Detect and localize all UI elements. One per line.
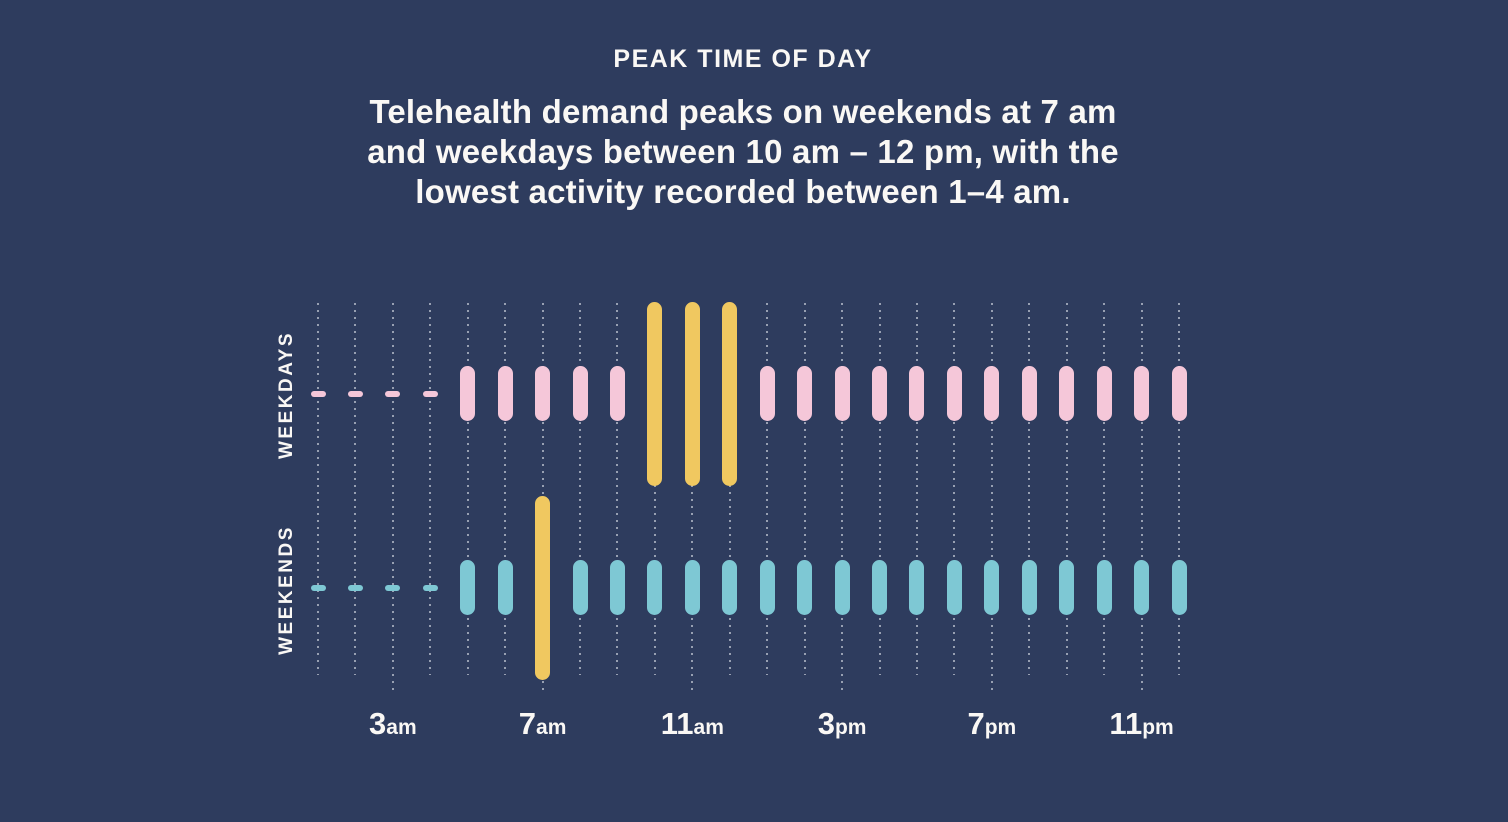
bar-weekdays-11pm	[1134, 366, 1150, 421]
bar-weekdays-1pm	[759, 366, 775, 421]
bar-weekends-4am	[422, 584, 438, 591]
gridline-8am	[579, 303, 582, 675]
bar-weekends-6pm	[946, 560, 962, 615]
bar-weekends-3pm	[834, 560, 850, 615]
x-axis-label-3am: 3am	[369, 706, 417, 742]
gridline-12pm	[728, 303, 731, 675]
x-axis-label-suffix: pm	[1142, 716, 1174, 739]
gridline-6pm	[953, 303, 956, 675]
bar-weekends-5pm	[909, 560, 925, 615]
bar-weekdays-5am	[460, 366, 476, 421]
gridline-2am	[354, 303, 357, 675]
bar-weekends-2pm	[797, 560, 813, 615]
bar-weekdays-10pm	[1096, 366, 1112, 421]
gridline-12am	[1178, 303, 1180, 675]
x-axis-label-7pm: 7pm	[967, 706, 1016, 742]
gridline-11am	[691, 303, 694, 695]
gridline-4pm	[878, 303, 881, 675]
gridline-1pm	[766, 303, 769, 675]
x-axis-label-number: 7	[518, 706, 537, 741]
bar-weekends-11pm	[1134, 560, 1150, 615]
gridline-5am	[466, 303, 469, 675]
x-axis-label-suffix: pm	[984, 716, 1017, 739]
bar-weekends-10am	[647, 560, 663, 615]
x-axis-label-suffix: am	[386, 716, 417, 739]
bar-weekends-1am	[310, 584, 326, 591]
x-axis-label-suffix: am	[536, 716, 567, 739]
bar-weekdays-2pm	[797, 366, 813, 421]
bar-weekdays-3am	[385, 390, 401, 397]
x-axis-label-number: 11	[1109, 706, 1143, 741]
gridline-9am	[616, 303, 619, 675]
bar-weekends-1pm	[759, 560, 775, 615]
gridline-1am	[317, 303, 319, 675]
bar-weekdays-6am	[497, 366, 513, 421]
gridline-5pm	[915, 303, 918, 675]
x-axis-label-7am: 7am	[519, 706, 567, 742]
gridline-9pm	[1065, 303, 1068, 675]
gridline-2pm	[803, 303, 806, 675]
x-axis-label-number: 3	[369, 706, 387, 741]
bar-weekends-10pm	[1096, 560, 1112, 615]
subtitle-line-2: and weekdays between 10 am – 12 pm, with…	[367, 133, 1119, 170]
x-axis-label-number: 11	[660, 706, 694, 741]
bar-weekends-9pm	[1059, 560, 1075, 615]
bar-weekdays-7pm	[984, 366, 1000, 421]
bar-weekends-8am	[572, 560, 588, 615]
bar-weekdays-1am	[310, 390, 326, 397]
bar-weekdays-10am	[647, 301, 663, 486]
bar-weekdays-8am	[572, 366, 588, 421]
gridline-11pm	[1140, 303, 1143, 695]
gridline-10pm	[1103, 303, 1106, 675]
bar-weekdays-6pm	[946, 366, 962, 421]
x-axis-label-number: 3	[817, 706, 835, 741]
bar-weekdays-7am	[535, 366, 551, 421]
bar-weekdays-8pm	[1021, 366, 1037, 421]
bar-weekends-9am	[609, 560, 625, 615]
bar-weekends-7am	[535, 495, 551, 680]
bar-weekends-7pm	[984, 560, 1000, 615]
bar-weekdays-9am	[609, 366, 625, 421]
bar-weekends-3am	[385, 584, 401, 591]
gridline-10am	[653, 303, 656, 675]
gridline-3am	[391, 303, 394, 695]
bar-weekdays-2am	[347, 390, 363, 397]
bar-weekdays-11am	[684, 301, 700, 486]
subtitle-line-1: Telehealth demand peaks on weekends at 7…	[369, 93, 1117, 130]
x-axis-label-suffix: am	[693, 716, 724, 739]
bar-weekends-12am	[1171, 560, 1187, 615]
bar-weekdays-5pm	[909, 366, 925, 421]
x-axis-label-3pm: 3pm	[818, 706, 867, 742]
bar-weekdays-3pm	[834, 366, 850, 421]
x-axis-label-number: 7	[967, 706, 985, 741]
chart-title: PEAK TIME OF DAY	[613, 45, 873, 73]
gridline-4am	[429, 303, 432, 675]
x-axis-label-suffix: pm	[834, 716, 867, 739]
bar-weekends-2am	[347, 584, 363, 591]
subtitle-line-3: lowest activity recorded between 1–4 am.	[415, 173, 1071, 210]
bar-weekdays-4pm	[872, 366, 888, 421]
chart-subtitle: Telehealth demand peaks on weekends at 7…	[0, 92, 1486, 212]
bar-weekdays-12pm	[722, 301, 738, 486]
gridline-8pm	[1028, 303, 1031, 675]
bar-weekends-11am	[684, 560, 700, 615]
bar-weekdays-4am	[422, 390, 438, 397]
x-axis-label-11am: 11am	[661, 706, 724, 742]
gridline-6am	[504, 303, 507, 675]
bar-weekends-8pm	[1021, 560, 1037, 615]
header: PEAK TIME OF DAY Telehealth demand peaks…	[0, 44, 1486, 212]
bar-weekends-5am	[460, 560, 476, 615]
bar-weekends-12pm	[722, 560, 738, 615]
bar-weekdays-9pm	[1059, 366, 1075, 421]
gridline-3pm	[841, 303, 844, 695]
bar-weekdays-12am	[1171, 366, 1187, 421]
x-axis-label-11pm: 11pm	[1109, 706, 1173, 742]
bar-weekends-4pm	[872, 560, 888, 615]
gridline-7pm	[990, 303, 993, 695]
bar-weekends-6am	[497, 560, 513, 615]
